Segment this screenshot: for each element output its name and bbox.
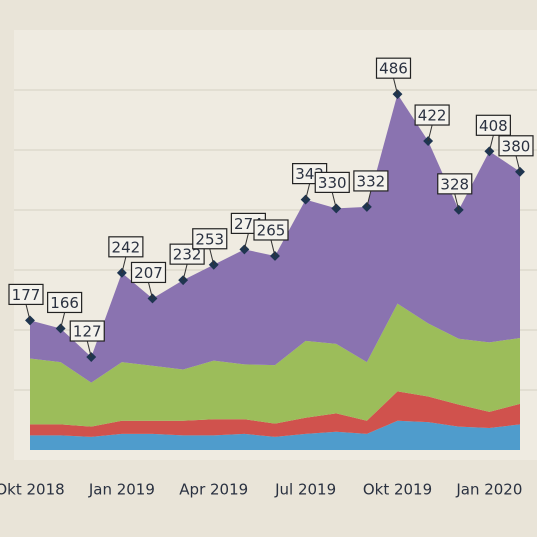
label-leader — [270, 239, 276, 257]
label-box — [475, 114, 511, 136]
area — [30, 420, 520, 450]
label-box — [8, 283, 44, 306]
label-box — [69, 320, 105, 342]
label-box — [414, 104, 450, 126]
data-label: 422 — [418, 107, 447, 125]
data-label: 232 — [173, 246, 202, 264]
data-label: 207 — [134, 264, 163, 282]
label-box — [314, 171, 350, 193]
label-leader — [366, 190, 372, 208]
data-label: 166 — [50, 294, 79, 312]
label-box — [353, 170, 389, 192]
data-label: 486 — [379, 60, 408, 78]
label-leader — [427, 124, 433, 142]
label-box — [108, 236, 144, 258]
data-label: 253 — [195, 230, 224, 248]
label-box — [192, 228, 228, 250]
label-leader — [121, 256, 127, 273]
label-box — [498, 135, 534, 157]
label-leader — [86, 340, 92, 358]
data-label: 408 — [479, 117, 508, 135]
label-leader — [148, 282, 153, 299]
x-tick-label: Jul 2019 — [274, 481, 336, 499]
data-label: 332 — [357, 172, 386, 190]
label-box — [253, 219, 289, 241]
data-label: 242 — [112, 238, 141, 256]
x-tick-label: Jan 2019 — [88, 481, 155, 499]
label-box — [437, 173, 473, 195]
data-label: 265 — [257, 221, 286, 239]
label-leader — [454, 193, 460, 210]
data-label: 330 — [318, 174, 347, 192]
data-label: 127 — [73, 323, 102, 341]
x-tick-label: Jan 2020 — [455, 481, 522, 499]
label-box — [47, 291, 83, 314]
label-leader — [515, 155, 521, 172]
label-leader — [243, 233, 249, 250]
label-leader — [331, 192, 337, 209]
x-tick-label: Okt 2018 — [0, 481, 65, 499]
label-leader — [305, 183, 311, 200]
label-leader — [488, 135, 494, 152]
area — [30, 94, 520, 383]
label-box — [375, 57, 412, 79]
label-leader — [209, 248, 215, 265]
label-leader — [182, 264, 188, 281]
x-tick-label: Okt 2019 — [363, 481, 432, 499]
data-label: 177 — [12, 286, 41, 304]
x-tick-label: Apr 2019 — [179, 481, 248, 499]
label-box — [130, 261, 167, 284]
data-label: 328 — [440, 175, 469, 193]
label-leader — [393, 78, 398, 95]
label-leader — [60, 312, 66, 329]
data-label: 380 — [502, 137, 531, 155]
label-leader — [25, 304, 31, 321]
area — [30, 391, 520, 437]
